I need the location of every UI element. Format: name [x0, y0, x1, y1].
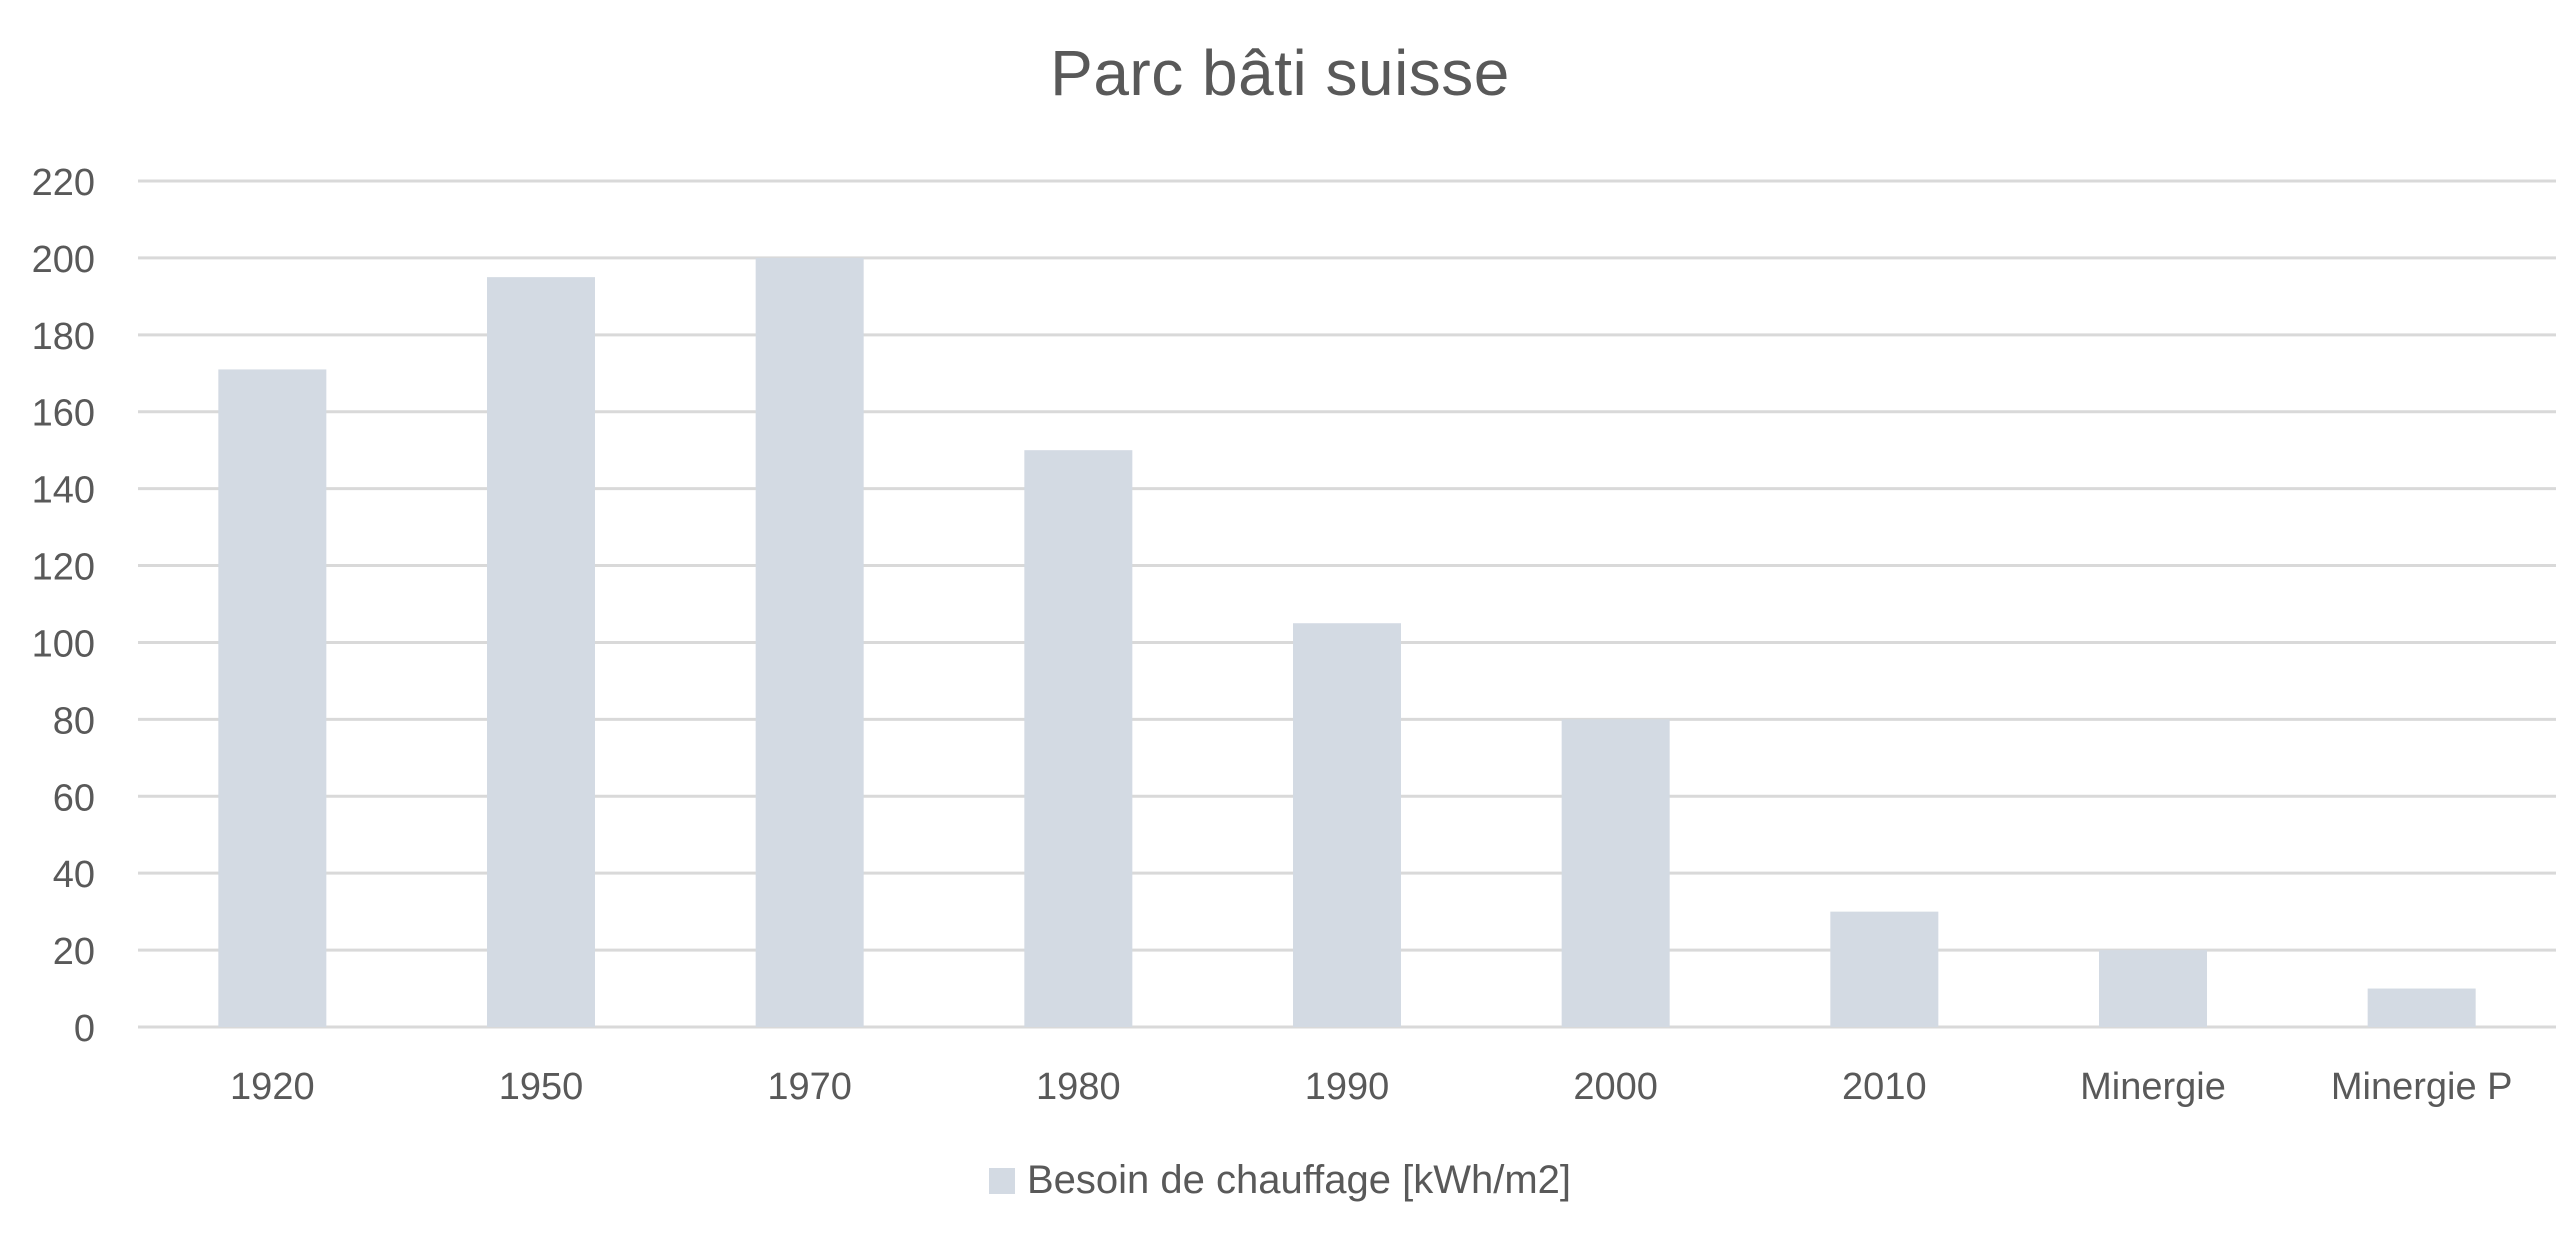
- x-tick-label: 1990: [1305, 1066, 1390, 1108]
- x-tick-label: 1970: [767, 1066, 852, 1108]
- y-tick-label: 220: [32, 162, 95, 204]
- bar: [218, 369, 327, 1028]
- y-tick-label: 180: [32, 316, 95, 358]
- y-tick-label: 80: [53, 700, 95, 742]
- y-tick-label: 20: [53, 931, 95, 973]
- bar: [2099, 950, 2207, 1027]
- legend-swatch: [988, 1167, 1015, 1194]
- y-tick-label: 0: [74, 1008, 95, 1050]
- bar: [755, 257, 864, 1028]
- bar: [487, 277, 595, 1027]
- x-tick-label: 1950: [499, 1066, 584, 1108]
- bar: [1561, 719, 1670, 1027]
- y-tick-label: 160: [32, 393, 95, 435]
- y-tick-label: 40: [53, 854, 95, 896]
- bar: [1293, 623, 1401, 1027]
- x-tick-label: 2000: [1573, 1066, 1658, 1108]
- bar: [1830, 911, 1939, 1027]
- legend: Besoin de chauffage [kWh/m2]: [0, 1158, 2560, 1203]
- y-tick-label: 140: [32, 470, 95, 512]
- chart-title: Parc bâti suisse: [1050, 37, 1510, 109]
- x-tick-label: 1980: [1036, 1066, 1121, 1108]
- x-tick-label: Minergie P: [2331, 1066, 2513, 1108]
- y-tick-label: 60: [53, 777, 95, 819]
- x-tick-label: Minergie: [2080, 1066, 2226, 1108]
- legend-label: Besoin de chauffage [kWh/m2]: [1026, 1158, 1572, 1202]
- y-tick-label: 200: [32, 239, 95, 281]
- bar: [2367, 988, 2476, 1027]
- y-tick-label: 100: [32, 623, 95, 665]
- y-tick-label: 120: [32, 547, 95, 589]
- bar: [1024, 450, 1133, 1027]
- x-tick-label: 2010: [1842, 1066, 1927, 1108]
- x-tick-label: 1920: [230, 1066, 315, 1108]
